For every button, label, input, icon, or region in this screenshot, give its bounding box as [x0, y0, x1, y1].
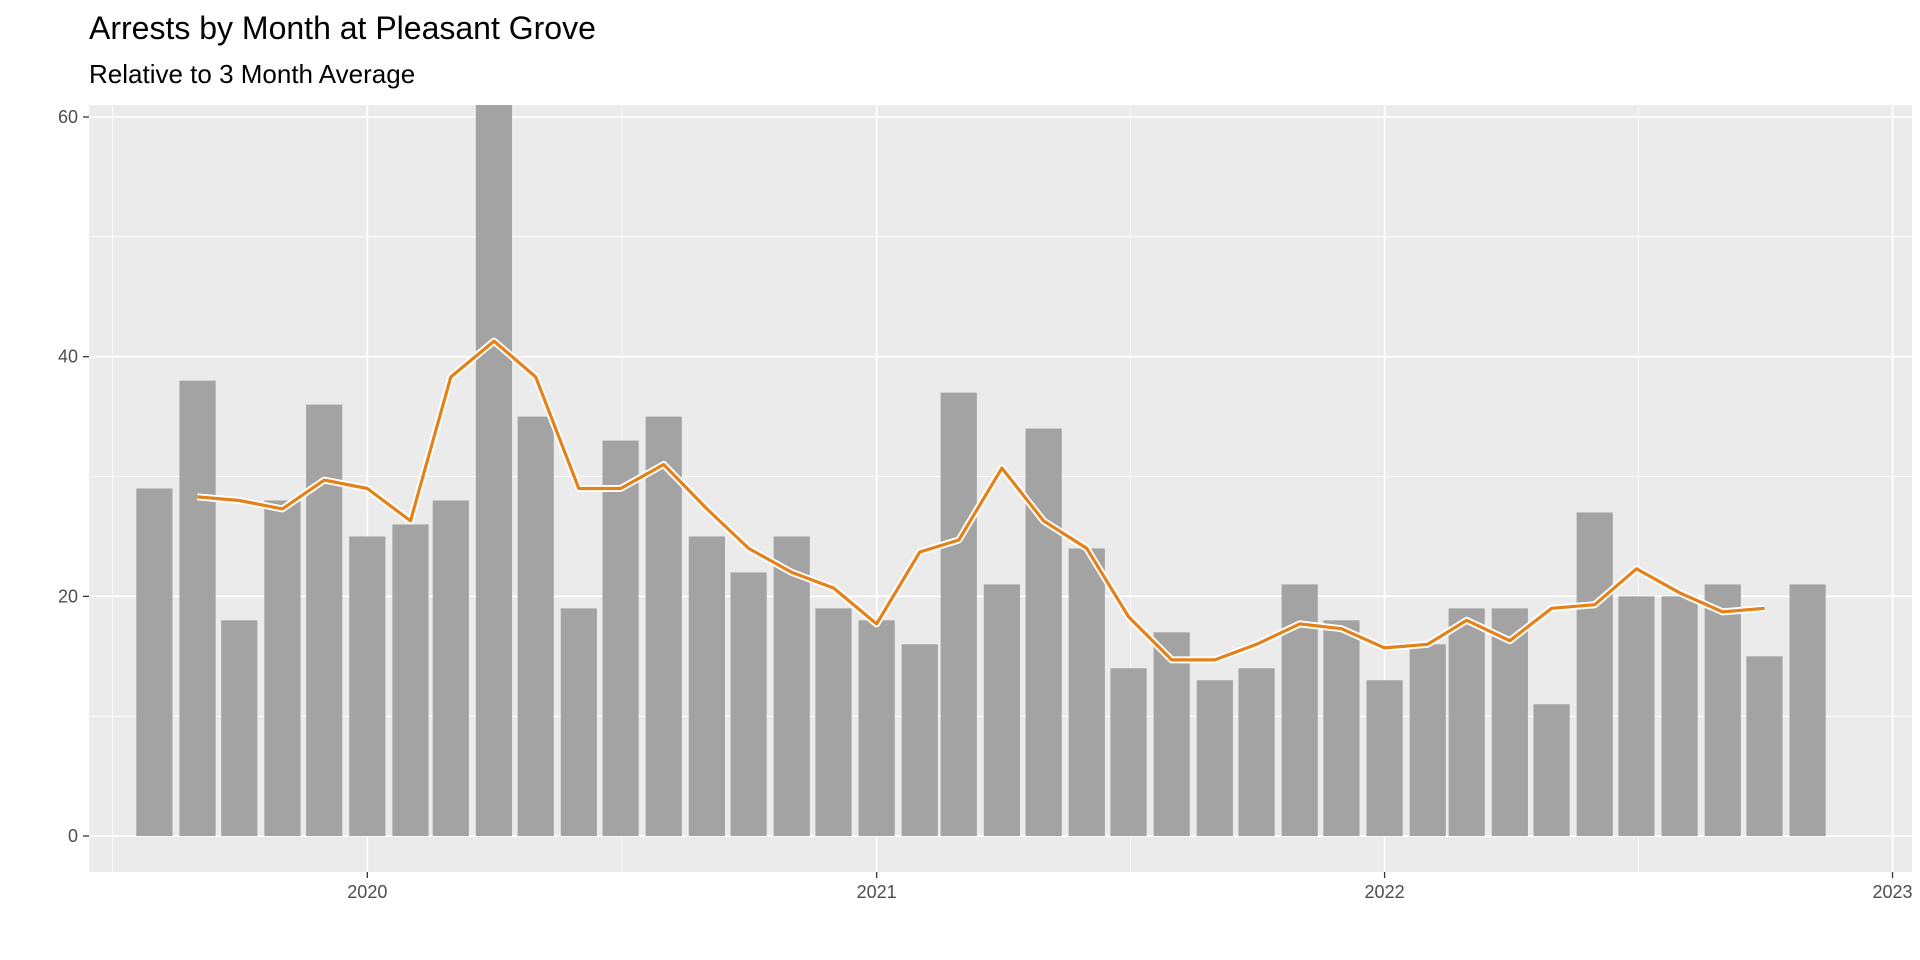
bar-2021-04 [983, 584, 1020, 837]
bar-2021-12 [1323, 620, 1360, 837]
bar-2021-07 [1110, 668, 1147, 837]
bar-2020-10 [730, 572, 767, 837]
bar-2021-03 [940, 392, 977, 837]
bar-2019-09 [179, 380, 216, 837]
bar-2020-11 [773, 536, 810, 837]
y-tick-label: 60 [58, 107, 78, 127]
x-axis-labels: 2020 2021 2022 2023 [347, 882, 1912, 902]
bar-2022-06 [1576, 512, 1613, 837]
bar-2020-02 [392, 524, 429, 837]
bar-2020-09 [688, 536, 725, 837]
bar-2019-12 [306, 404, 343, 837]
bar-2021-08 [1153, 632, 1190, 837]
bar-2022-03 [1448, 608, 1485, 837]
bar-2021-01 [858, 620, 895, 837]
bar-2021-09 [1196, 680, 1233, 837]
bar-2022-05 [1533, 704, 1570, 837]
bar-series [136, 105, 1826, 837]
bar-2020-08 [645, 416, 682, 837]
x-tick-label: 2020 [347, 882, 387, 902]
bar-2022-01 [1366, 680, 1403, 837]
bar-2021-06 [1068, 548, 1105, 837]
x-tick-label: 2021 [857, 882, 897, 902]
bar-2020-01 [349, 536, 386, 837]
bar-2020-12 [815, 608, 852, 837]
y-tick-label: 0 [68, 826, 78, 846]
bar-2022-02 [1409, 644, 1446, 837]
bar-2020-03 [432, 500, 469, 837]
bar-2022-09 [1704, 584, 1741, 837]
bar-2020-06 [560, 608, 597, 837]
average-line [197, 339, 1765, 662]
y-tick-label: 40 [58, 347, 78, 367]
bar-2022-07 [1618, 596, 1655, 837]
y-axis-labels: 0 20 40 60 [58, 107, 78, 846]
bar-2021-02 [901, 644, 938, 837]
bar-2022-11 [1789, 584, 1826, 837]
bar-2022-08 [1661, 596, 1698, 837]
chart-subtitle: Relative to 3 Month Average [89, 59, 416, 89]
chart-title: Arrests by Month at Pleasant Grove [89, 10, 596, 46]
bar-2022-04 [1491, 608, 1528, 837]
x-tick-label: 2022 [1365, 882, 1405, 902]
bar-2020-07 [602, 440, 639, 837]
bar-2019-08 [136, 488, 173, 837]
bar-2020-05 [517, 416, 554, 837]
bar-2021-05 [1025, 428, 1062, 837]
average-line-series [197, 337, 1765, 664]
bar-2020-04 [475, 105, 513, 837]
bar-2019-10 [221, 620, 258, 837]
axis-ticks [83, 116, 1894, 878]
bar-2021-10 [1238, 668, 1275, 837]
x-tick-label: 2023 [1872, 882, 1912, 902]
y-tick-label: 20 [58, 586, 78, 606]
bar-2022-10 [1746, 656, 1783, 837]
bar-2019-11 [264, 500, 301, 837]
